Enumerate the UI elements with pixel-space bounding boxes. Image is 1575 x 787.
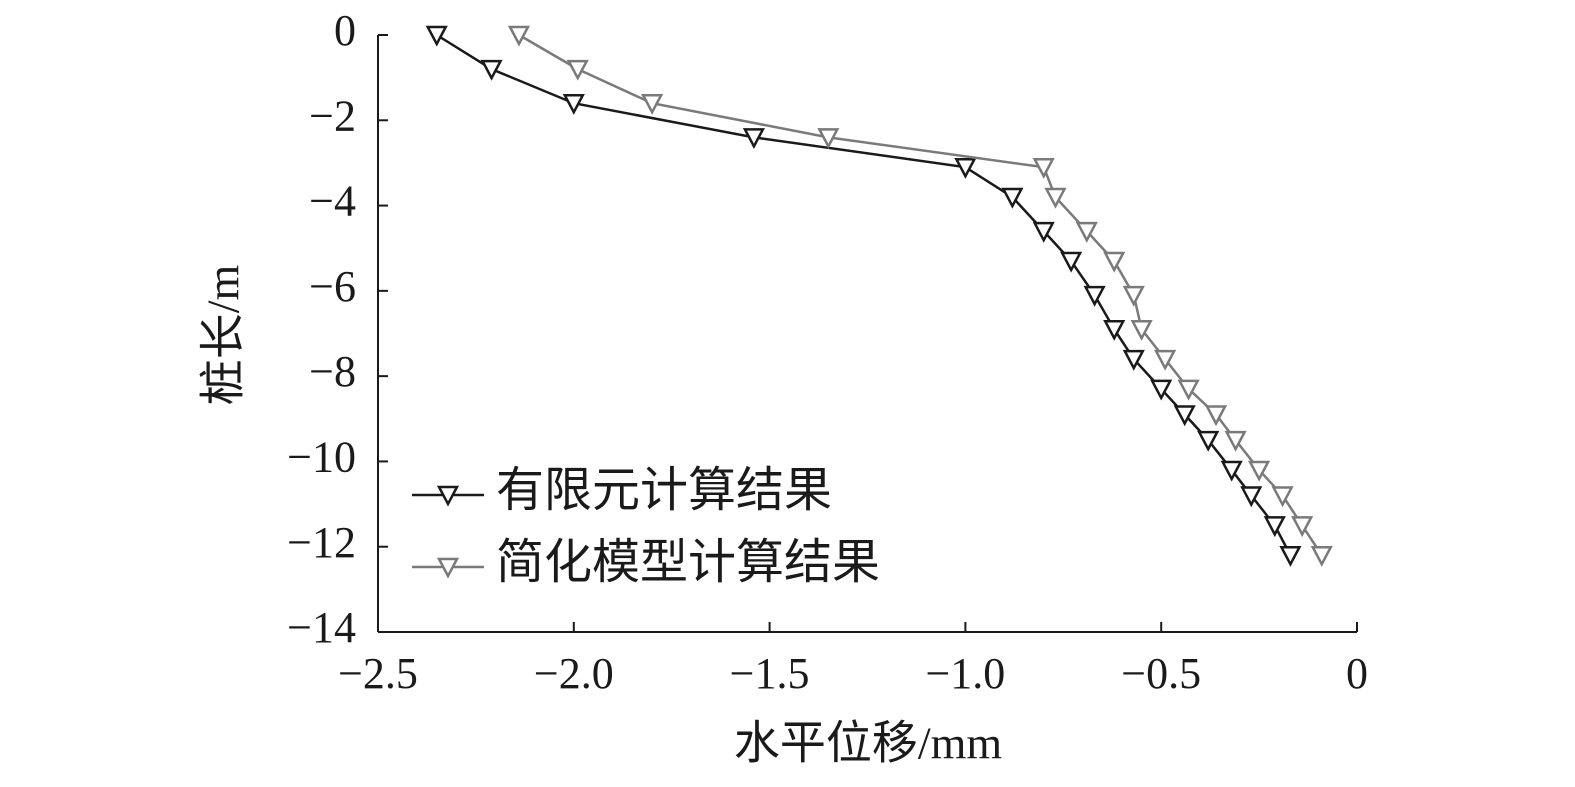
marker	[1204, 405, 1228, 427]
marker	[1177, 379, 1200, 401]
x-axis-label: 水平位移/mm	[734, 718, 1003, 769]
marker	[817, 128, 840, 150]
marker	[1310, 545, 1333, 567]
marker	[954, 157, 977, 179]
x-tick-label: −2.5	[338, 649, 418, 698]
y-tick-label: −4	[309, 177, 356, 226]
y-tick-label: −14	[287, 603, 356, 652]
marker	[1150, 379, 1173, 401]
x-tick-label: −1.0	[925, 649, 1005, 698]
marker	[566, 59, 589, 81]
marker	[1279, 545, 1302, 567]
marker	[1197, 430, 1220, 452]
y-axis-label: 桩长/m	[198, 265, 249, 406]
marker	[641, 93, 664, 115]
marker	[1154, 349, 1177, 371]
x-tick-label: −2.0	[534, 649, 614, 698]
marker	[1083, 285, 1106, 307]
marker	[1291, 516, 1314, 538]
legend-marker	[436, 557, 460, 579]
y-tick-label: −10	[287, 433, 356, 482]
x-tick-label: −0.5	[1121, 649, 1201, 698]
legend-marker	[436, 485, 460, 507]
marker	[1122, 285, 1145, 307]
x-tick-label: 0	[1346, 649, 1368, 698]
y-tick-label: 0	[334, 6, 356, 55]
marker	[1032, 221, 1055, 243]
marker	[1103, 251, 1126, 273]
marker	[1224, 430, 1247, 452]
y-tick-label: −2	[309, 91, 356, 140]
marker	[742, 128, 766, 150]
marker	[1130, 319, 1153, 341]
x-tick-label: −1.5	[730, 649, 810, 698]
y-tick-label: −8	[309, 347, 356, 396]
marker	[507, 25, 531, 47]
marker	[1103, 319, 1126, 341]
marker	[1248, 460, 1271, 482]
y-tick-label: −12	[287, 518, 356, 567]
marker	[480, 59, 503, 81]
marker	[1001, 187, 1024, 209]
marker	[1075, 221, 1098, 243]
legend-label: 简化模型计算结果	[496, 536, 880, 589]
marker	[1044, 187, 1067, 209]
marker	[1173, 405, 1196, 427]
marker	[1263, 516, 1286, 538]
marker	[425, 25, 448, 47]
marker	[1271, 486, 1294, 508]
marker	[562, 93, 585, 115]
marker	[1122, 349, 1145, 371]
legend-label: 有限元计算结果	[496, 464, 832, 517]
marker	[1032, 157, 1055, 179]
marker	[1220, 460, 1243, 482]
y-tick-label: −6	[309, 262, 356, 311]
marker	[1240, 486, 1263, 508]
marker	[1060, 251, 1083, 273]
